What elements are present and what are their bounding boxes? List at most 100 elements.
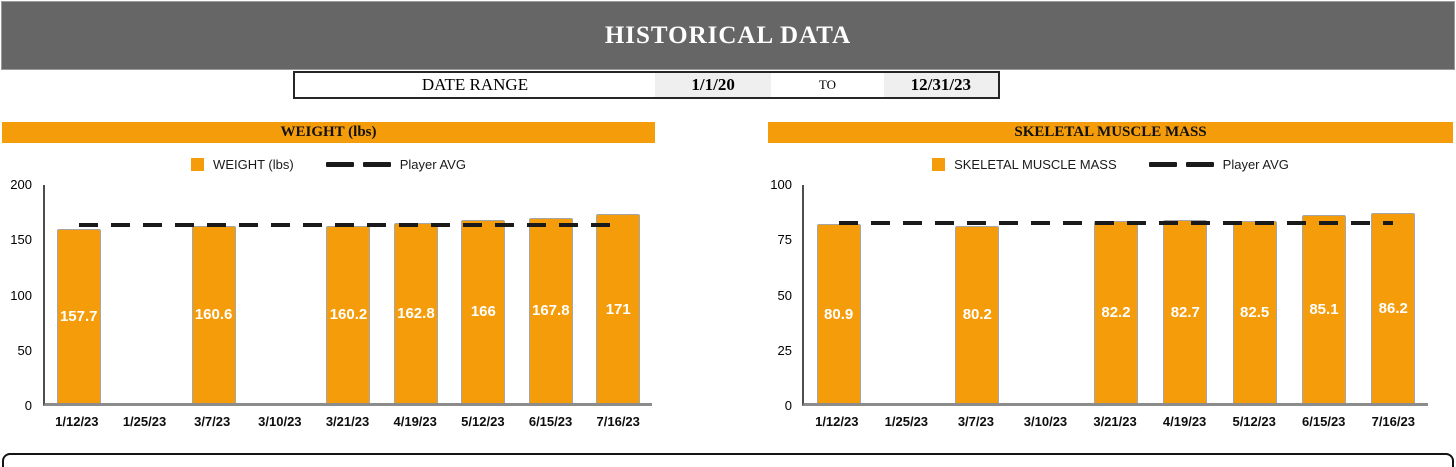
muscle-chart-legend: SKELETAL MUSCLE MASS Player AVG — [768, 153, 1453, 175]
date-range-label: DATE RANGE — [295, 73, 655, 97]
category-slot: 82.2 — [1081, 185, 1150, 403]
category-slot: 162.8 — [382, 185, 449, 403]
category-slot: 85.1 — [1289, 185, 1358, 403]
avg-legend-label: Player AVG — [399, 156, 466, 172]
category-slot: 157.7 — [45, 185, 112, 403]
x-axis-tick-label: 1/12/23 — [815, 414, 859, 429]
bar: 160.2 — [326, 225, 371, 403]
bar-value-label: 82.2 — [1101, 304, 1131, 322]
series-swatch-icon — [932, 157, 946, 171]
x-axis-tick-label: 3/10/23 — [258, 414, 302, 429]
y-axis-tick-label: 150 — [10, 232, 32, 248]
category-slot — [112, 185, 179, 403]
historical-data-header: HISTORICAL DATA — [1, 1, 1455, 70]
category-slot — [1012, 185, 1081, 403]
x-axis-tick-label: 1/25/23 — [884, 414, 929, 429]
bar-value-label: 162.8 — [397, 305, 435, 323]
chart-title: WEIGHT (lbs) — [280, 124, 377, 140]
dashed-line-icon — [1185, 161, 1214, 167]
x-axis-tick-label: 3/7/23 — [957, 414, 994, 429]
x-axis-tick-label: 1/25/23 — [122, 414, 167, 429]
bar-value-label: 160.6 — [194, 306, 233, 324]
bar-value-label: 157.7 — [59, 307, 98, 325]
y-axis-labels: 0 50 100 150 200 — [2, 177, 36, 413]
plot-area: 157.7 160.6 160.2 162.8 166 167.8 171 — [43, 185, 652, 406]
y-axis-tick-label: 200 — [10, 177, 32, 192]
y-axis-labels: 0 25 50 75 100 — [768, 177, 796, 413]
bar-value-label: 86.2 — [1378, 299, 1408, 317]
page-title: HISTORICAL DATA — [604, 21, 852, 49]
category-slot: 82.5 — [1220, 185, 1289, 403]
bar: 160.6 — [191, 225, 236, 403]
bar-value-label: 80.9 — [824, 305, 854, 323]
series-legend-label: WEIGHT (lbs) — [213, 156, 294, 172]
date-range-to-label: TO — [771, 73, 884, 97]
muscle-chart-title-bar: SKELETAL MUSCLE MASS — [768, 122, 1453, 143]
category-slot: 80.2 — [943, 185, 1012, 403]
category-slot — [873, 185, 942, 403]
x-axis-labels: 1/12/23 1/25/23 3/7/23 3/10/23 3/21/23 4/19/2… — [43, 414, 652, 434]
category-slot: 160.2 — [315, 185, 382, 403]
x-axis-tick-label: 3/10/23 — [1023, 414, 1068, 429]
bar: 82.2 — [1093, 221, 1138, 403]
date-range-end-cell[interactable]: 12/31/23 — [883, 73, 998, 97]
dashed-line-icon — [1148, 161, 1177, 167]
bar-value-label: 160.2 — [329, 306, 368, 324]
x-axis-labels: 1/12/23 1/25/23 3/7/23 3/10/23 3/21/23 4/19/2… — [802, 414, 1428, 434]
x-axis-tick-label: 5/12/23 — [1232, 414, 1276, 429]
next-section-top-border — [2, 453, 1454, 467]
bar: 171 — [596, 214, 641, 403]
bar: 86.2 — [1371, 212, 1416, 403]
dashed-line-icon — [325, 161, 354, 167]
bar: 85.1 — [1301, 214, 1346, 403]
x-axis-tick-label: 7/16/23 — [1371, 414, 1415, 429]
category-slot: 166 — [450, 185, 517, 403]
category-slot: 80.9 — [804, 185, 873, 403]
y-axis-tick-label: 0 — [24, 398, 32, 413]
bar: 166 — [461, 219, 506, 403]
weight-chart-legend: WEIGHT (lbs) Player AVG — [2, 153, 655, 175]
weight-chart: WEIGHT (lbs) WEIGHT (lbs) Player AVG 0 50… — [2, 119, 655, 439]
weight-chart-title-bar: WEIGHT (lbs) — [2, 122, 655, 143]
bar: 82.5 — [1232, 220, 1277, 403]
bar: 80.2 — [955, 225, 1000, 403]
category-slot: 171 — [585, 185, 652, 403]
dashed-line-icon — [362, 161, 391, 167]
category-slot: 82.7 — [1151, 185, 1220, 403]
series-swatch-icon — [191, 157, 205, 171]
date-range-table: DATE RANGE 1/1/20 TO 12/31/23 — [293, 71, 1000, 99]
bar-value-label: 80.2 — [962, 306, 992, 324]
y-axis-tick-label: 50 — [777, 287, 792, 303]
category-slot: 86.2 — [1359, 185, 1428, 403]
y-axis-tick-label: 0 — [784, 398, 792, 413]
category-slot: 167.8 — [517, 185, 584, 403]
x-axis-tick-label: 3/21/23 — [325, 414, 370, 429]
y-axis-tick-label: 25 — [777, 342, 792, 358]
y-axis-tick-label: 75 — [777, 232, 792, 248]
y-axis-tick-label: 100 — [10, 287, 32, 303]
y-axis-tick-label: 100 — [770, 177, 792, 192]
bar: 167.8 — [528, 217, 573, 403]
date-range-start-cell[interactable]: 1/1/20 — [654, 73, 772, 97]
bar: 157.7 — [56, 228, 101, 403]
x-axis-tick-label: 3/7/23 — [194, 414, 231, 429]
series-legend-label: SKELETAL MUSCLE MASS — [954, 156, 1117, 172]
bar-value-label: 171 — [605, 300, 631, 318]
x-axis-tick-label: 7/16/23 — [596, 414, 640, 429]
skeletal-muscle-mass-chart: SKELETAL MUSCLE MASS SKELETAL MUSCLE MAS… — [768, 119, 1453, 439]
bar-value-label: 82.5 — [1240, 303, 1270, 321]
bar-value-label: 85.1 — [1309, 300, 1339, 318]
chart-title: SKELETAL MUSCLE MASS — [1014, 124, 1207, 140]
x-axis-tick-label: 1/12/23 — [55, 414, 99, 429]
category-slot — [247, 185, 314, 403]
y-axis-tick-label: 50 — [17, 342, 32, 358]
bar: 162.8 — [393, 223, 438, 403]
bar-value-label: 82.7 — [1170, 303, 1200, 321]
x-axis-tick-label: 4/19/23 — [1162, 414, 1207, 429]
bar-value-label: 166 — [470, 303, 496, 321]
avg-legend-label: Player AVG — [1222, 156, 1289, 172]
plot-area: 80.9 80.2 82.2 82.7 82.5 85.1 86.2 — [802, 185, 1428, 406]
x-axis-tick-label: 6/15/23 — [1302, 414, 1346, 429]
bar: 80.9 — [816, 224, 861, 403]
bar: 82.7 — [1163, 220, 1208, 403]
